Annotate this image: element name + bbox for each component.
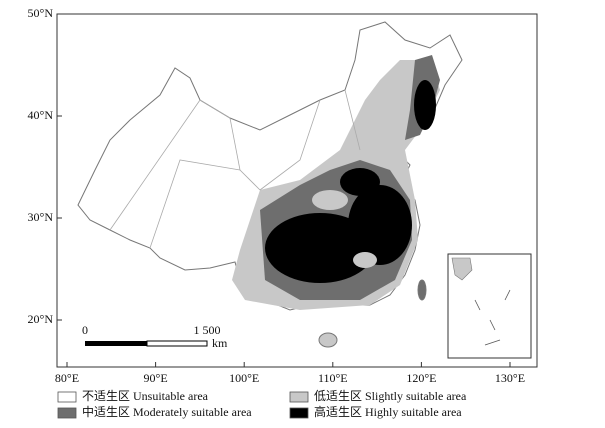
scale-bar: 0 1 500 km <box>82 323 228 350</box>
legend-label: 中适生区 Moderately suitable area <box>82 404 252 419</box>
longitude-label: 120°E <box>406 371 436 385</box>
highly-suitable-region <box>348 185 412 265</box>
legend-swatch <box>289 391 309 403</box>
scale-unit: km <box>212 336 228 350</box>
slightly-suitable-region <box>353 252 377 268</box>
slightly-suitable-region <box>312 190 348 210</box>
highly-suitable-region <box>340 168 380 196</box>
longitude-label: 90°E <box>144 371 168 385</box>
scale-bar-dark <box>85 341 147 346</box>
latitude-label: 20°N <box>28 312 54 326</box>
legend-label: 高适生区 Highly suitable area <box>314 404 462 419</box>
scale-bar-light <box>146 340 208 347</box>
latitude-label: 40°N <box>28 108 54 122</box>
latitude-label: 50°N <box>28 6 54 20</box>
longitude-label: 100°E <box>229 371 259 385</box>
scale-end: 1 500 <box>194 323 221 337</box>
highly-suitable-region <box>414 80 436 130</box>
hainan-island <box>318 332 338 348</box>
legend-label: 低适生区 Slightly suitable area <box>314 389 467 403</box>
inset-islands <box>474 289 511 346</box>
province-boundary <box>109 89 361 249</box>
legend-swatch <box>289 407 309 419</box>
legend-label: 不适生区 Unsuitable area <box>82 389 209 403</box>
longitude-label: 110°E <box>318 371 348 385</box>
longitude-label: 80°E <box>55 371 79 385</box>
inset-coast <box>451 257 473 281</box>
highly-suitable-region <box>265 213 375 283</box>
longitude-label: 130°E <box>495 371 525 385</box>
legend-swatch <box>57 407 77 419</box>
latitude-label: 30°N <box>28 210 54 224</box>
legend-swatch <box>57 391 77 403</box>
scale-start: 0 <box>82 323 88 337</box>
taiwan-island <box>417 279 427 301</box>
